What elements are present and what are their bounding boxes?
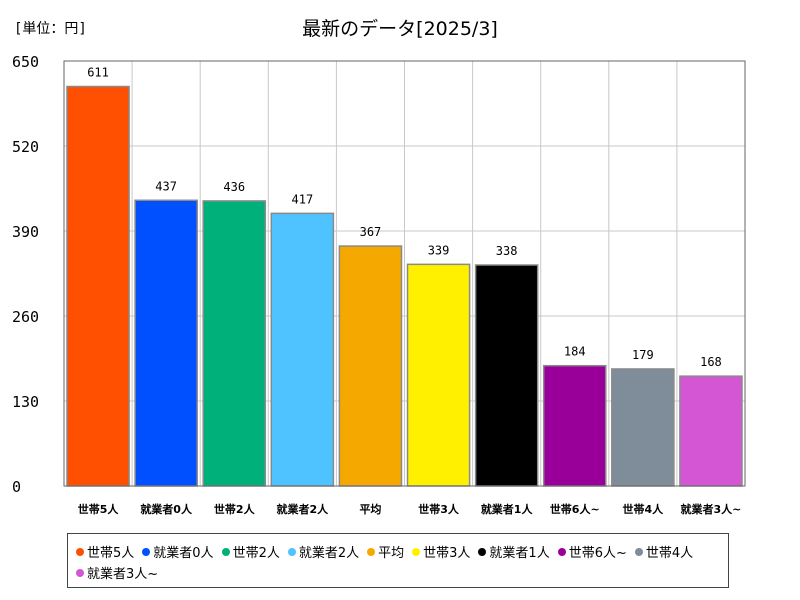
data-label: 367 [360,225,382,239]
y-tick-label: 130 [12,393,39,411]
y-axis-ticks: 0 130 260 390 520 650 [12,53,39,496]
legend-label: 世帯3人 [423,546,471,561]
legend-swatch [76,568,84,577]
x-tick-label: 世帯3人 [418,502,460,516]
bar [134,199,198,487]
y-tick-label: 260 [12,308,39,326]
bars [66,85,743,487]
x-axis-ticks: 世帯5人 就業者0人 世帯2人 就業者2人 平均 世帯3人 就業者1人 世帯6人~ 世帯4人 就業… [78,502,742,516]
legend-item: 世帯6人~ [557,541,627,562]
legend-item: 平均 [367,541,404,562]
legend-item: 世帯3人 [412,541,470,562]
bar [679,375,743,487]
legend-label: 平均 [378,546,405,561]
bar [338,245,403,487]
y-tick-label: 520 [12,138,39,156]
legend-item: 就業者0人 [142,541,214,562]
data-label: 168 [700,355,722,369]
legend-label: 就業者3人~ [87,567,159,582]
data-label: 339 [428,243,450,257]
x-tick-label: 世帯2人 [214,502,256,516]
bar [270,212,335,487]
legend-label: 世帯5人 [87,546,135,561]
legend-swatch [287,547,296,556]
data-label: 338 [496,244,518,258]
data-label: 437 [155,179,177,193]
legend: 世帯5人 就業者0人 世帯2人 就業者2人 平均 世帯3人 就業者1人 世帯6人~ 世帯4人就業… [67,533,729,588]
legend-swatch [478,547,487,556]
legend-label: 世帯4人 [645,546,694,561]
data-label: 179 [632,348,654,362]
x-tick-label: 世帯6人~ [550,502,600,516]
bar [202,200,267,487]
legend-label: 就業者1人 [489,546,550,561]
x-tick-label: 平均 [359,502,381,516]
plot-frame [63,60,746,487]
legend-swatch [142,547,151,556]
legend-item: 就業者3人~ [76,562,158,583]
bar [474,264,539,487]
legend-item: 世帯2人 [221,541,280,562]
y-tick-label: 390 [12,223,39,241]
legend-item: 世帯4人 [634,541,694,562]
legend-label: 就業者0人 [153,546,214,561]
legend-label: 世帯2人 [232,546,280,561]
data-label: 417 [292,192,314,206]
legend-swatch [634,547,643,556]
bar [542,364,607,487]
unit-label: [単位：円] [14,21,87,37]
legend-swatch [221,547,230,556]
legend-label: 就業者2人 [298,546,360,561]
y-tick-label: 0 [12,478,21,496]
x-tick-label: 世帯5人 [78,502,120,516]
y-tick-label: 650 [12,53,39,71]
legend-swatch [412,547,421,556]
bar [66,85,130,487]
legend-label: 世帯6人~ [568,546,627,561]
data-label: 184 [564,345,586,359]
x-tick-label: 就業者1人 [481,502,534,516]
legend-swatch [76,547,84,556]
bar [406,263,471,487]
x-tick-label: 就業者0人 [140,502,193,516]
x-tick-label: 就業者2人 [277,502,330,516]
bar [611,368,675,487]
legend-swatch [367,547,376,556]
legend-item: 就業者2人 [287,541,360,562]
legend-swatch [557,547,566,556]
legend-item: 世帯5人 [76,541,134,562]
chart-title: 最新のデータ[2025/3] [302,18,498,40]
x-tick-label: 世帯4人 [623,502,665,516]
data-labels: 611 437 436 417 367 339 338 184 179 168 [87,66,722,370]
data-label: 611 [87,66,109,80]
legend-item: 就業者1人 [478,541,550,562]
x-tick-label: 就業者3人~ [681,502,742,516]
data-label: 436 [223,180,245,194]
